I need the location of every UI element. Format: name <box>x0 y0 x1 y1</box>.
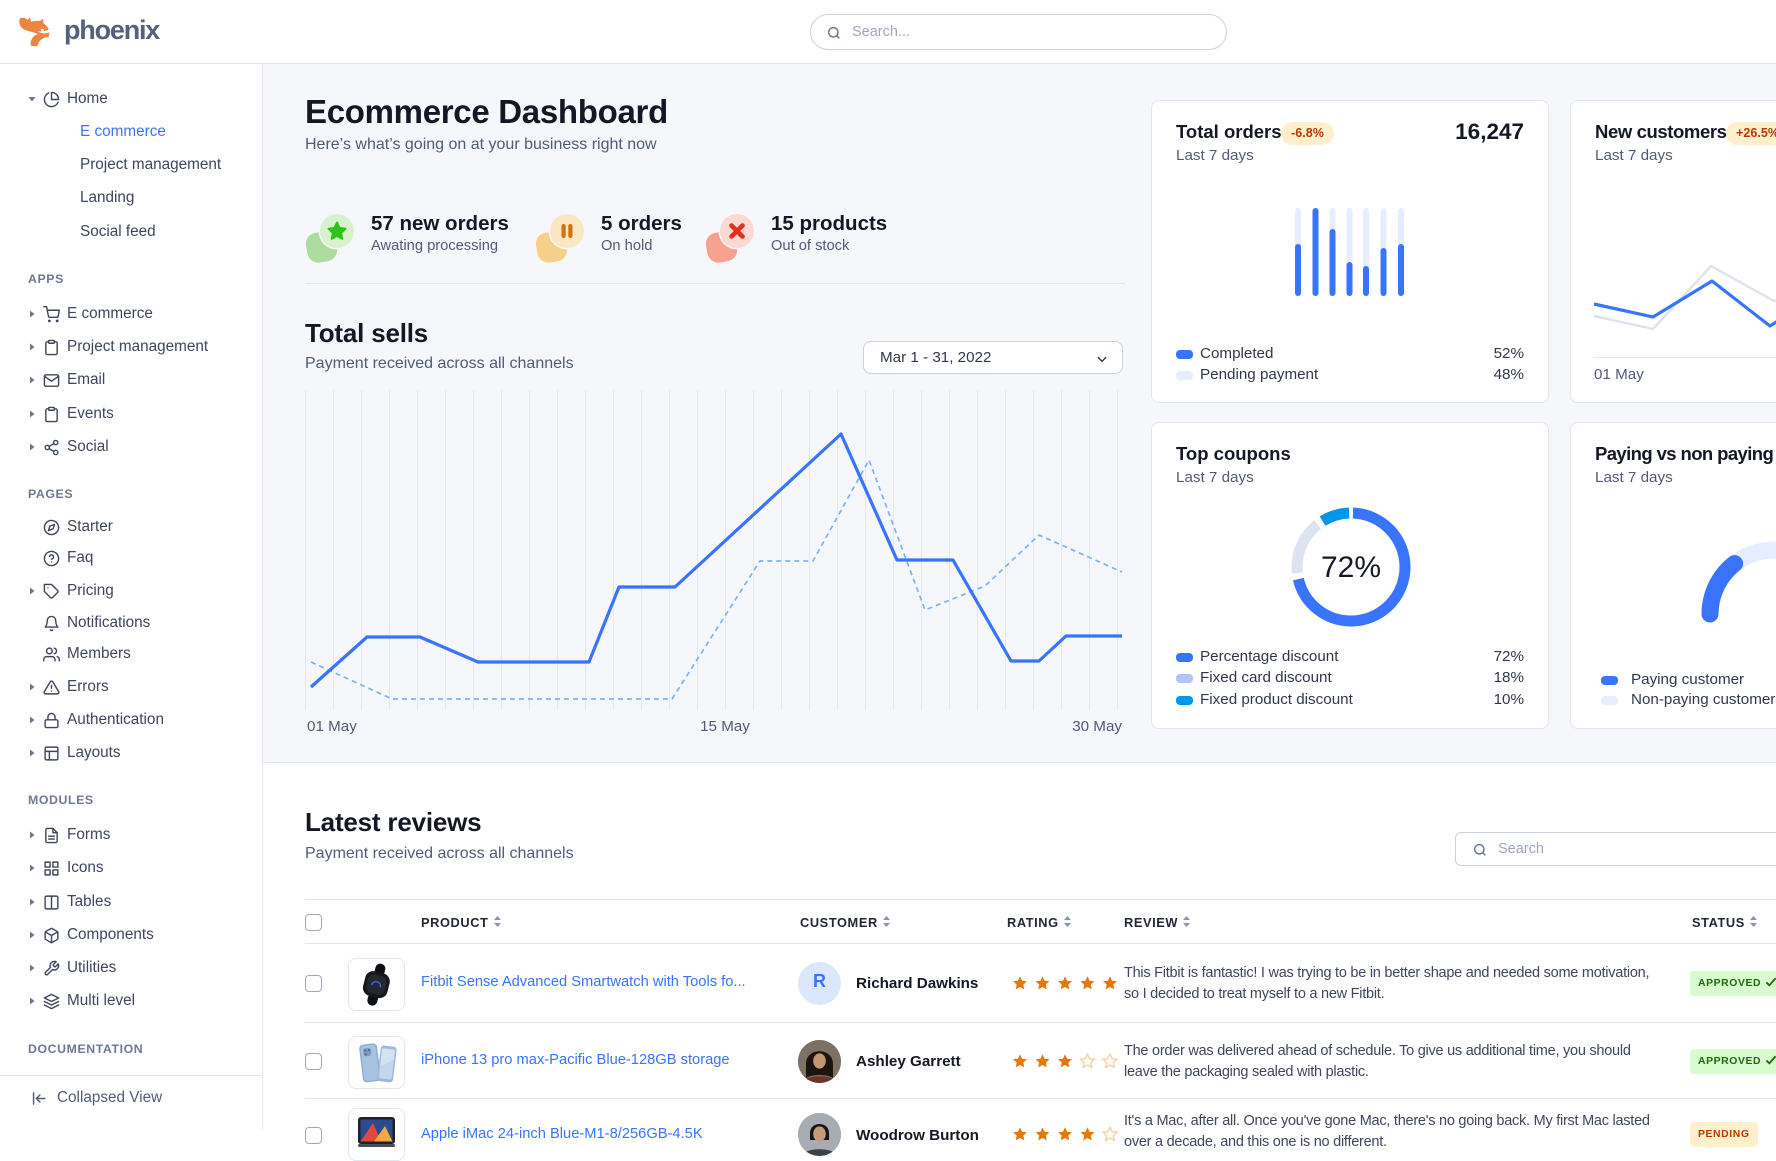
svg-text:30 May: 30 May <box>1072 718 1122 735</box>
svg-text:01 May: 01 May <box>307 718 357 735</box>
svg-text:15 May: 15 May <box>700 718 750 735</box>
svg-text:01 May: 01 May <box>1594 366 1644 383</box>
svg-text:72%: 72% <box>1321 551 1381 584</box>
